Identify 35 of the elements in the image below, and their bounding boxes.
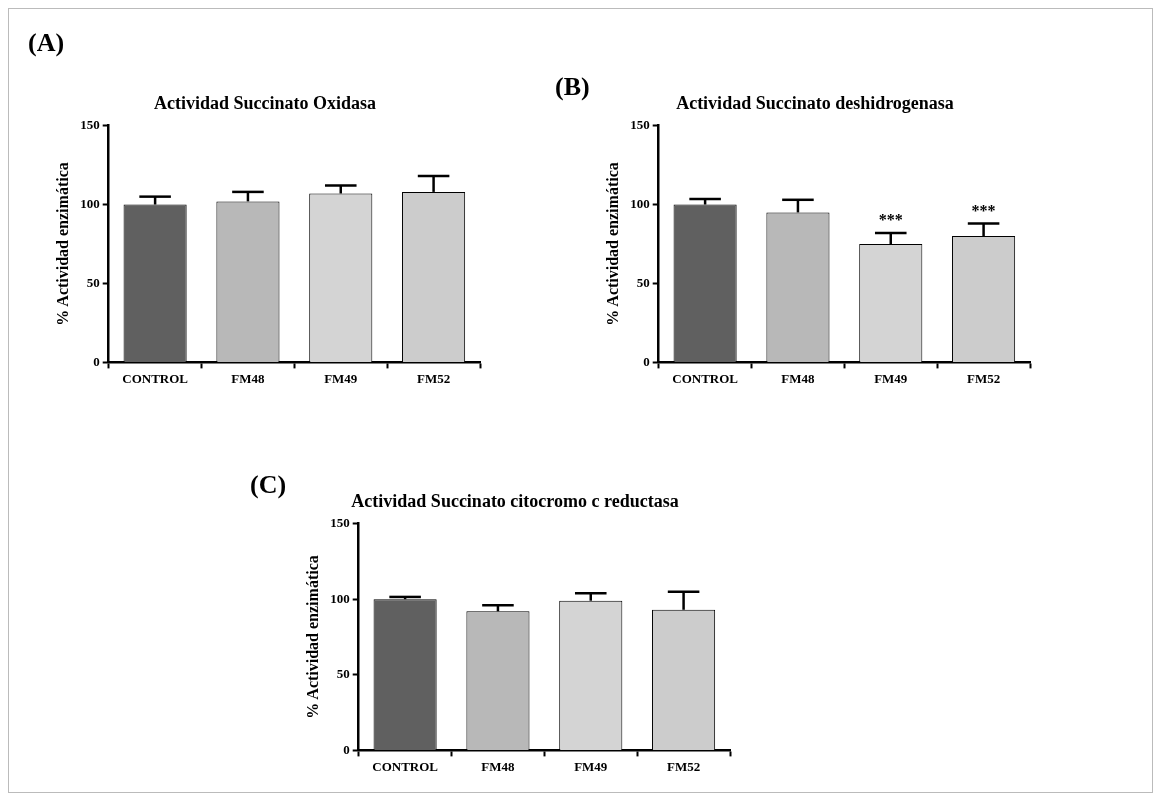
x-tick-label: FM49	[574, 758, 608, 774]
text: (C)	[250, 470, 287, 500]
y-tick-label: 100	[80, 195, 100, 211]
x-tick-label: FM48	[231, 370, 266, 386]
y-tick-label: 100	[630, 195, 650, 211]
chart-title: Actividad Succinato deshidrogenasa	[676, 93, 954, 114]
y-tick-label: 50	[86, 274, 100, 290]
y-tick-label: 0	[343, 741, 350, 757]
y-tick-label: 100	[330, 590, 350, 606]
x-tick-label: CONTROL	[672, 370, 739, 386]
chart-title: Actividad Succinato citocromo c reductasa	[351, 491, 679, 512]
x-tick-label: CONTROL	[372, 758, 439, 774]
y-tick-label: 50	[636, 274, 650, 290]
annotation: ***	[878, 211, 903, 229]
chart-title: Actividad Succinato Oxidasa	[153, 93, 377, 114]
x-tick-label: FM49	[874, 370, 908, 386]
x-tick-label: FM52	[966, 370, 1001, 386]
y-axis-title: % Actividad enzimática	[53, 162, 71, 326]
y-tick-label: 150	[630, 116, 650, 132]
y-tick-label: 0	[643, 353, 650, 369]
x-tick-label: FM48	[481, 758, 516, 774]
x-tick-label: FM52	[416, 370, 451, 386]
y-tick-label: 150	[330, 514, 350, 530]
y-tick-label: 0	[93, 353, 100, 369]
x-tick-label: CONTROL	[122, 370, 189, 386]
text: (A)	[28, 28, 65, 58]
y-tick-label: 50	[336, 666, 350, 682]
y-tick-label: 150	[80, 116, 100, 132]
x-tick-label: FM49	[324, 370, 358, 386]
y-axis-title: % Actividad enzimática	[303, 555, 321, 719]
text: (B)	[555, 72, 590, 102]
x-tick-label: FM52	[666, 758, 701, 774]
x-tick-label: FM48	[781, 370, 816, 386]
y-axis-title: % Actividad enzimática	[603, 162, 621, 326]
annotation: ***	[971, 201, 996, 219]
